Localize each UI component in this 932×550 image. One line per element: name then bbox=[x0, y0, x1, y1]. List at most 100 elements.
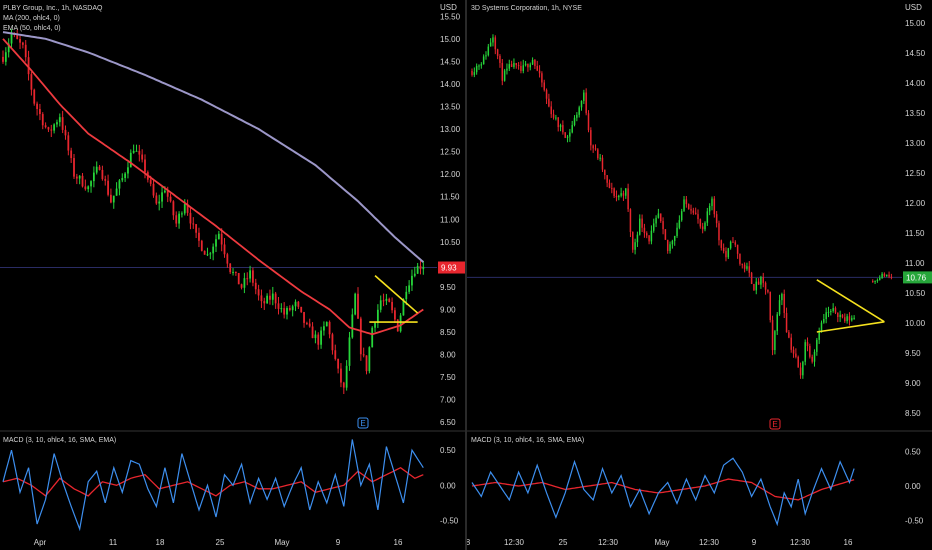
candle-body bbox=[613, 188, 615, 196]
candle-body bbox=[678, 220, 681, 228]
candle-body bbox=[643, 227, 646, 234]
price-tick-label: 12.50 bbox=[905, 169, 926, 178]
candle-body bbox=[121, 178, 124, 181]
candle-body bbox=[252, 270, 254, 283]
candle-body bbox=[78, 175, 81, 179]
candle-body bbox=[641, 218, 643, 228]
candle-body bbox=[802, 361, 804, 376]
candle-body bbox=[217, 233, 220, 240]
candle-body bbox=[885, 274, 888, 277]
time-tick-label: May bbox=[274, 538, 289, 547]
candle-body bbox=[149, 179, 152, 184]
candle-body bbox=[84, 186, 87, 190]
time-tick-label: 18 bbox=[156, 538, 165, 547]
candle-body bbox=[618, 195, 620, 198]
candle-body bbox=[601, 157, 604, 170]
candle-body bbox=[771, 320, 774, 351]
candle-body bbox=[371, 327, 374, 348]
candle-body bbox=[583, 92, 585, 101]
candle-body bbox=[748, 266, 751, 273]
candle-body bbox=[820, 322, 823, 333]
price-tick-label: 15.50 bbox=[440, 12, 461, 21]
candle-body bbox=[692, 210, 695, 213]
candle-body bbox=[203, 250, 206, 255]
price-tick-label: 11.00 bbox=[905, 259, 925, 268]
candle-body bbox=[739, 253, 741, 264]
candle-body bbox=[391, 301, 393, 311]
candle-body bbox=[720, 240, 723, 248]
candle-body bbox=[243, 278, 246, 288]
candle-body bbox=[806, 342, 809, 346]
candle-body bbox=[531, 59, 534, 65]
candle-body bbox=[129, 152, 132, 168]
candle-body bbox=[811, 356, 813, 362]
candle-body bbox=[830, 311, 832, 313]
price-tick-label: 14.00 bbox=[440, 80, 461, 89]
currency-label: USD bbox=[440, 3, 457, 12]
candle-body bbox=[664, 229, 667, 240]
candle-body bbox=[599, 157, 601, 159]
ddd-chart-panel[interactable]: E USD 15.00 14.50 14.00 13.50 13.00 12.50 12.00 1… bbox=[466, 0, 932, 550]
candle-body bbox=[552, 114, 555, 118]
candle-body bbox=[175, 215, 178, 224]
candle-body bbox=[704, 222, 706, 230]
price-tick-label: 10.50 bbox=[905, 289, 926, 298]
candle-body bbox=[622, 193, 625, 196]
candle-body bbox=[266, 295, 269, 304]
earnings-event-badge: E bbox=[357, 417, 369, 429]
candle-body bbox=[662, 221, 664, 230]
candle-body bbox=[513, 62, 515, 67]
candle-body bbox=[337, 358, 340, 369]
candle-body bbox=[755, 281, 758, 291]
price-tick-label: 12.00 bbox=[905, 199, 926, 208]
candle-body bbox=[385, 298, 388, 301]
candle-body bbox=[809, 345, 811, 357]
candle-body bbox=[112, 195, 115, 203]
candle-body bbox=[776, 314, 778, 332]
candle-body bbox=[240, 284, 243, 288]
candle-body bbox=[411, 275, 413, 286]
candle-body bbox=[573, 117, 576, 126]
candle-body bbox=[543, 82, 545, 90]
candle-body bbox=[590, 130, 592, 146]
candle-body bbox=[30, 74, 33, 90]
time-tick-label: 11 bbox=[109, 538, 118, 547]
candle-body bbox=[362, 354, 365, 356]
candle-body bbox=[178, 213, 180, 224]
candle-body bbox=[314, 334, 317, 339]
candle-body bbox=[832, 308, 834, 312]
candle-body bbox=[144, 159, 146, 173]
candle-body bbox=[70, 150, 73, 159]
candle-body bbox=[220, 233, 223, 245]
earnings-badge-label: E bbox=[360, 419, 365, 428]
candle-body bbox=[475, 66, 478, 73]
candle-body bbox=[186, 204, 189, 213]
candle-body bbox=[44, 125, 47, 128]
candle-body bbox=[571, 125, 573, 133]
candle-body bbox=[816, 339, 818, 352]
candle-body bbox=[229, 263, 232, 273]
last-price-label: 10.76 bbox=[906, 273, 927, 282]
candle-body bbox=[503, 70, 506, 81]
price-tick-label: 13.00 bbox=[905, 139, 926, 148]
earnings-badge-box bbox=[357, 417, 369, 429]
candle-body bbox=[545, 89, 548, 99]
candle-body bbox=[345, 365, 348, 388]
time-tick-label: 16 bbox=[844, 538, 853, 547]
candle-body bbox=[399, 315, 402, 332]
candle-body bbox=[478, 65, 480, 67]
candle-body bbox=[161, 192, 163, 202]
candle-body bbox=[24, 44, 27, 58]
candle-body bbox=[844, 317, 846, 322]
price-tick-label: 12.00 bbox=[440, 170, 461, 179]
last-price-tag bbox=[438, 261, 466, 274]
candle-body bbox=[655, 217, 657, 224]
candle-body bbox=[33, 89, 36, 104]
candle-body bbox=[881, 273, 883, 278]
macd-tick-label: 0.00 bbox=[905, 482, 921, 491]
macd-tick-label: -0.50 bbox=[440, 517, 459, 526]
candle-body bbox=[75, 176, 78, 179]
candle-body bbox=[340, 368, 342, 383]
candle-body bbox=[506, 68, 508, 71]
